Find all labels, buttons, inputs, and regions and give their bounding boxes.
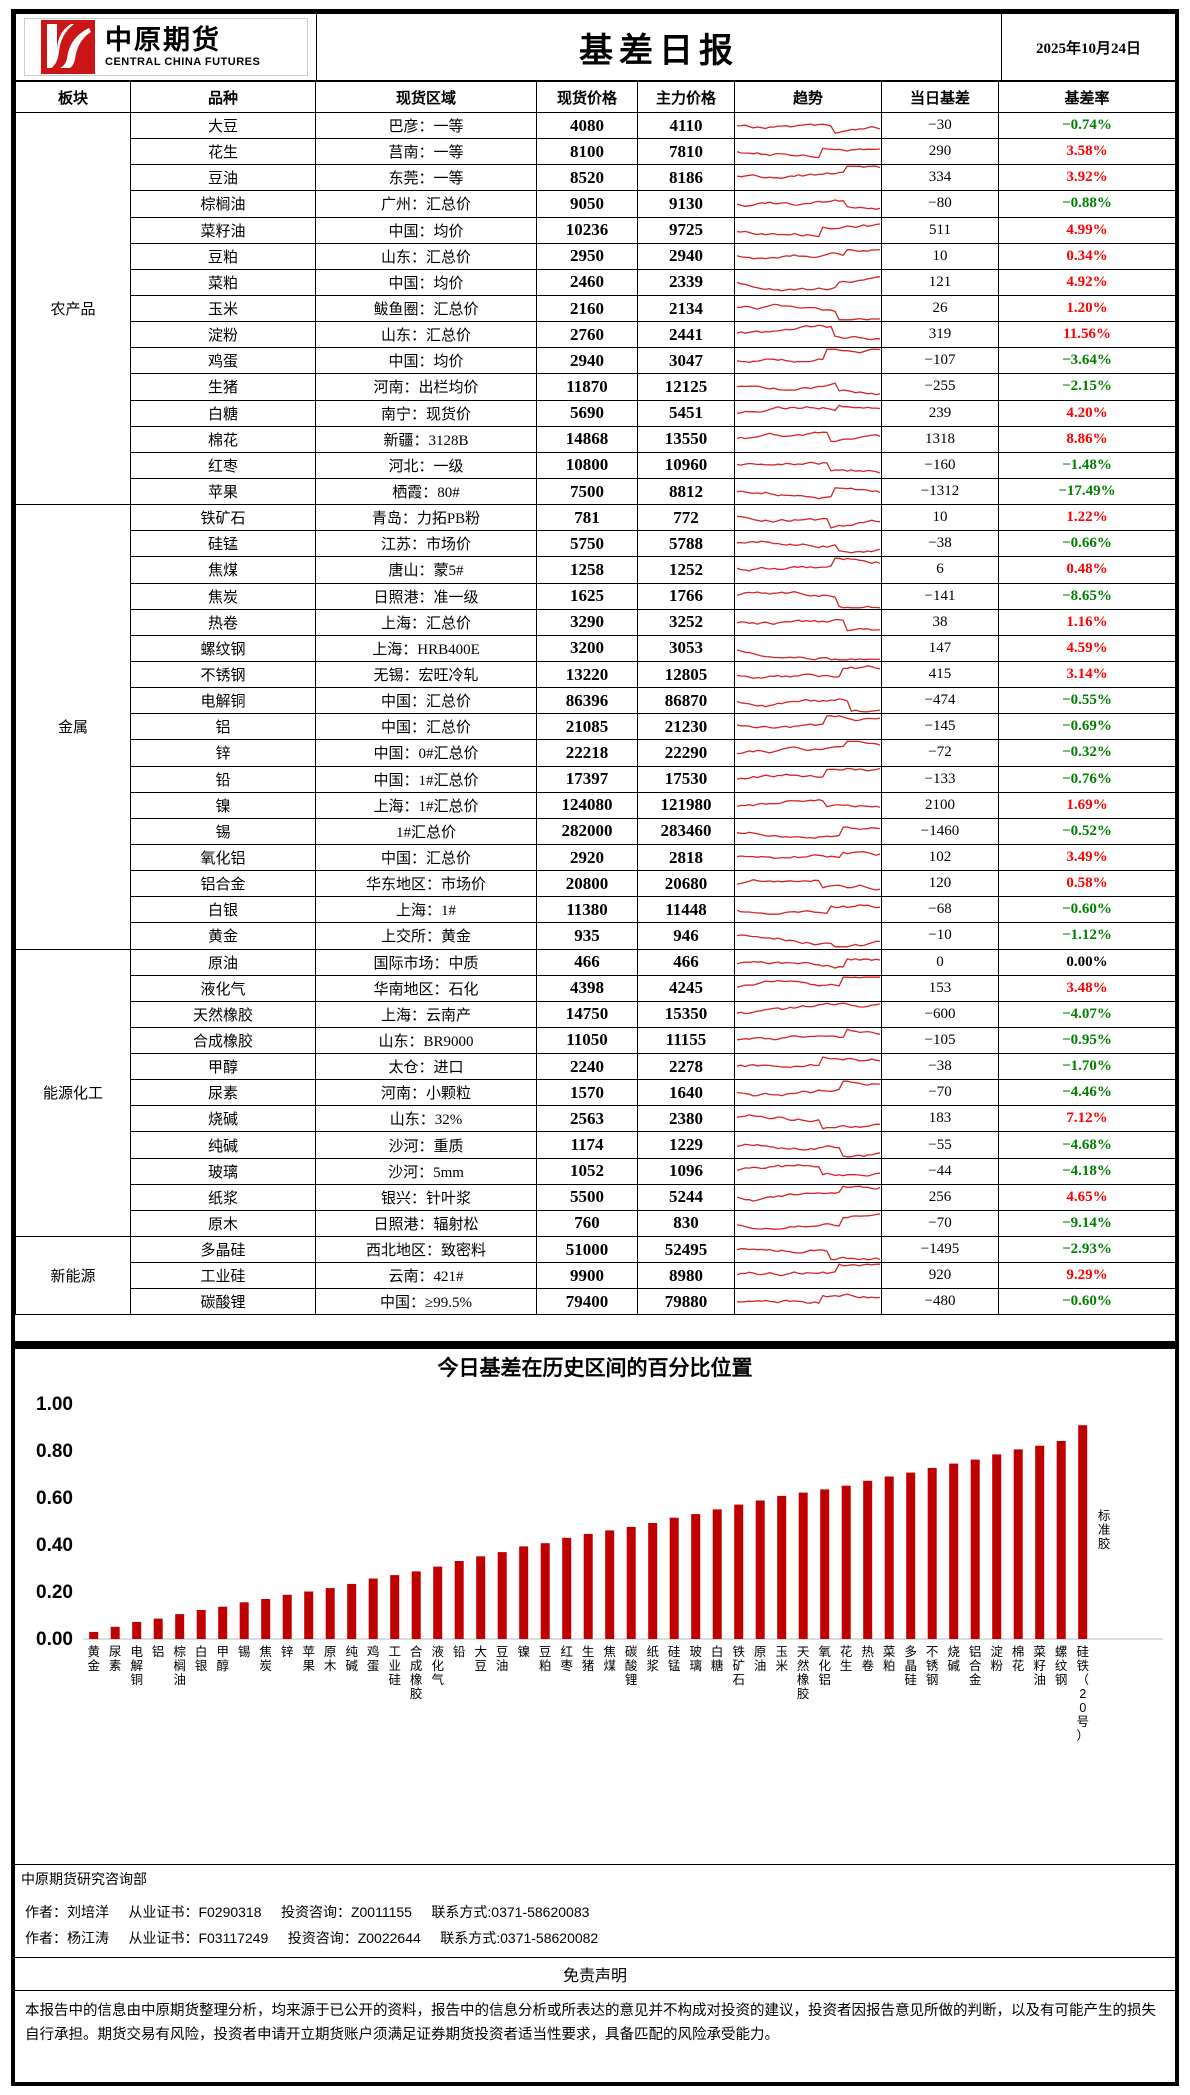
svg-text:0.60: 0.60 — [36, 1488, 73, 1509]
svg-text:0.80: 0.80 — [36, 1441, 73, 1462]
svg-text:今日基差在历史区间的百分比位置: 今日基差在历史区间的百分比位置 — [438, 1356, 753, 1380]
svg-text:0.00: 0.00 — [36, 1629, 73, 1650]
svg-text:0.20: 0.20 — [36, 1582, 73, 1603]
svg-text:0.40: 0.40 — [36, 1535, 73, 1556]
svg-text:1.00: 1.00 — [36, 1394, 73, 1415]
